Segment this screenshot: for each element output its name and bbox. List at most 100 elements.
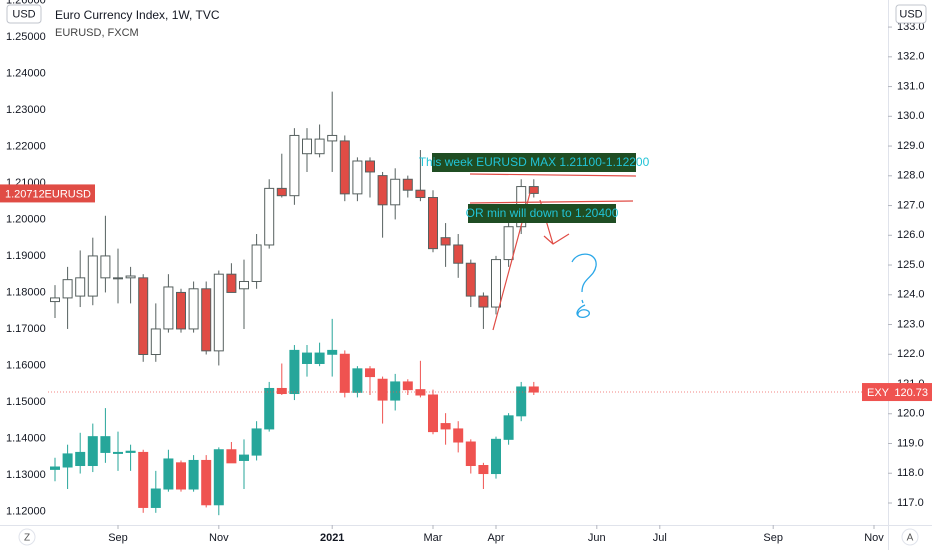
candle-body [302, 352, 312, 364]
auto-scale-button-label[interactable]: A [907, 533, 914, 544]
candle-body [339, 353, 350, 393]
candle-body [377, 378, 388, 401]
candle-body [377, 175, 388, 206]
candle-body [289, 349, 300, 395]
y2-tick-label: 128.0 [897, 170, 925, 182]
candle-body [440, 423, 451, 430]
candle-body [100, 436, 111, 453]
y-tick-label: 1.12000 [6, 505, 46, 517]
candle-body [201, 288, 212, 352]
candle-body [327, 349, 338, 355]
y-tick-label: 1.23000 [6, 104, 46, 116]
candle-body [125, 275, 136, 279]
candle-body [339, 140, 350, 195]
plot-area [48, 91, 888, 516]
y2-tick-label: 131.0 [897, 80, 925, 92]
candle-body [100, 255, 111, 279]
candle-body [276, 187, 287, 197]
y-tick-label: 1.18000 [6, 286, 46, 298]
y2-tick-label: 119.0 [897, 437, 924, 449]
y2-tick-label: 132.0 [897, 51, 925, 63]
candle-body [62, 279, 73, 299]
drawn-question-mark [571, 253, 597, 304]
y2-tick-label: 125.0 [897, 259, 925, 271]
x-tick-label: Sep [763, 532, 783, 544]
candle-body [491, 438, 501, 475]
candle-body [465, 441, 476, 467]
candle-body [150, 488, 161, 508]
candle-body [516, 386, 527, 417]
price-tags: EXY 120.73 1.20712 EURUSD [0, 184, 932, 402]
axes: 1.12000 1.13000 1.14000 1.15000 1.16000 1.170… [6, 0, 925, 544]
candle-body [188, 288, 199, 330]
candle-body [314, 138, 325, 155]
candle-body [125, 450, 136, 453]
price-tag [0, 184, 95, 203]
candle-body [50, 466, 60, 470]
candle-body [113, 277, 123, 280]
candle-body [528, 186, 539, 194]
x-tick-label: Jul [653, 532, 667, 544]
y-tick-label: 1.24000 [6, 67, 46, 79]
candle-body [50, 297, 60, 303]
chart-title: Euro Currency Index, 1W, TVC [55, 8, 220, 22]
candle-body [478, 295, 489, 308]
chart-subtitle: EURUSD, FXCM [55, 27, 139, 39]
candle-body [75, 451, 86, 467]
candle-body [163, 286, 174, 330]
candle-body [213, 273, 224, 352]
y2-tick-label: 122.0 [897, 348, 925, 360]
candle-body [264, 187, 275, 246]
candle-body [176, 462, 186, 490]
annotation: This week EURUSD MAX 1.21100-1.12200 [419, 155, 650, 169]
candle-body [528, 386, 539, 393]
candle-body [453, 428, 464, 443]
candle-body [390, 381, 401, 401]
x-tick-label: Mar [424, 532, 443, 544]
zoom-button[interactable] [18, 528, 36, 546]
auto-scale-button[interactable] [901, 528, 919, 546]
candle-body [75, 277, 86, 297]
candle-body [289, 134, 300, 197]
candle-body [402, 178, 413, 191]
zoom-button-label[interactable]: Z [24, 533, 30, 544]
drawn-line [469, 173, 637, 177]
drawn-scribble [576, 304, 590, 319]
candle-body [176, 291, 186, 330]
candle-body [478, 465, 489, 475]
candle-body [226, 449, 237, 464]
price-tag-value: 120.73 [894, 387, 928, 399]
x-tick-label: Nov [209, 532, 229, 544]
currency-label[interactable]: USD [899, 8, 922, 20]
y2-tick-label: 118.0 [897, 467, 924, 479]
currency-label[interactable]: USD [12, 8, 35, 20]
y2-tick-label: 124.0 [897, 289, 925, 301]
y-tick-label: 1.20000 [6, 213, 46, 225]
y2-tick-label: 126.0 [897, 229, 925, 241]
candle-body [150, 328, 161, 356]
x-tick-label: Nov [864, 532, 884, 544]
currency-button[interactable] [895, 4, 927, 24]
x-tick-label: Sep [108, 532, 128, 544]
candle-body [251, 244, 262, 282]
drawn-line [469, 200, 634, 204]
y2-tick-label: 127.0 [897, 199, 925, 211]
candle-body [365, 368, 375, 378]
candle-body [239, 280, 249, 290]
y2-tick-label: 129.0 [897, 140, 925, 152]
candle-body [428, 197, 438, 250]
candle-body [213, 449, 224, 506]
candle-body [314, 352, 325, 364]
candle-body [453, 244, 464, 264]
currency-button[interactable] [6, 4, 42, 24]
y-tick-label: 1.22000 [6, 140, 46, 152]
candle-body [251, 428, 262, 456]
y-tick-label: 1.19000 [6, 250, 46, 262]
y-tick-label: 1.16000 [6, 359, 46, 371]
candle-body [503, 226, 514, 261]
candle-body [201, 459, 212, 506]
y-tick-label: 1.15000 [6, 396, 46, 408]
y-tick-label: 1.13000 [6, 469, 46, 481]
y2-tick-label: 130.0 [897, 110, 925, 122]
